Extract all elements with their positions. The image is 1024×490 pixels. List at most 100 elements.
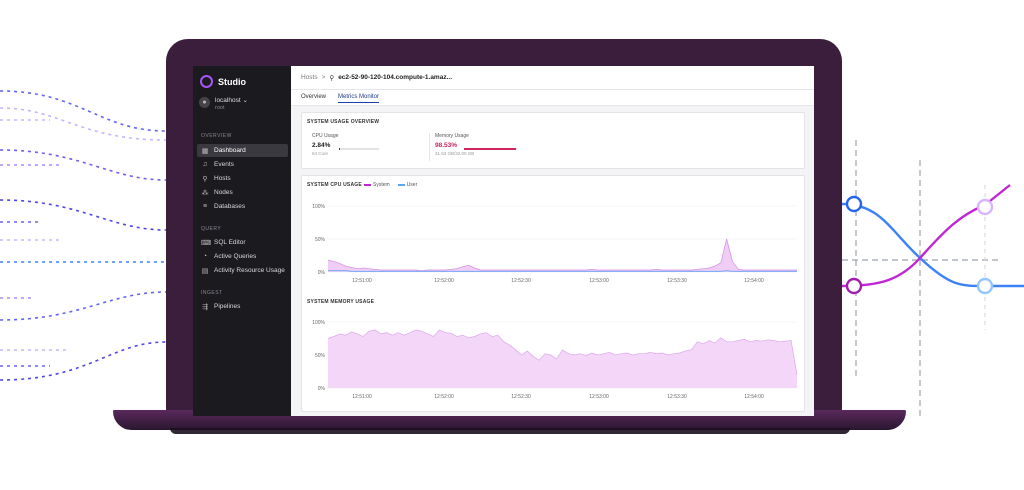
sidebar-item-sql-editor[interactable]: ⌨ SQL Editor bbox=[197, 236, 288, 249]
x-tick-label: 12:53:30 bbox=[667, 394, 687, 400]
sidebar: Studio ● localhost ⌄ root OVERVIEW ▦ Das… bbox=[193, 66, 291, 416]
sidebar-item-label: Nodes bbox=[214, 189, 233, 196]
x-tick-label: 12:54:00 bbox=[744, 278, 764, 284]
section-overview: OVERVIEW bbox=[201, 133, 232, 139]
y-tick-label: 100% bbox=[312, 320, 325, 326]
memory-usage-value: 98.53% bbox=[435, 142, 458, 149]
sidebar-item-label: Dashboard bbox=[214, 147, 246, 154]
gauge-icon: ◔ bbox=[202, 253, 208, 260]
legend-system-swatch bbox=[364, 184, 371, 186]
main-content: Hosts > ⚲ ec2-52-90-120-104.compute-1.am… bbox=[291, 66, 814, 416]
laptop-foot bbox=[170, 428, 850, 434]
memory-usage-bar bbox=[464, 148, 517, 150]
x-tick-label: 12:52:00 bbox=[434, 278, 454, 284]
tab-overview[interactable]: Overview bbox=[301, 94, 327, 100]
x-tick-label: 12:52:00 bbox=[434, 394, 454, 400]
code-icon: ⌨ bbox=[201, 239, 212, 247]
cpu-chart-title: SYSTEM CPU USAGE bbox=[307, 182, 362, 188]
cpu-usage-metric: CPU Usage 2.84% 64 Core bbox=[312, 133, 338, 156]
tab-metrics-monitor[interactable]: Metrics Monitor bbox=[338, 94, 380, 103]
legend-system-label: System bbox=[373, 182, 390, 188]
memory-usage-bar-fill bbox=[464, 148, 517, 150]
breadcrumb-host: ec2-52-90-120-104.compute-1.amaz... bbox=[338, 74, 452, 81]
account-switcher[interactable]: ● localhost ⌄ root bbox=[199, 97, 248, 111]
cpu-chart-legend: System User bbox=[364, 182, 417, 188]
breadcrumb: Hosts > ⚲ ec2-52-90-120-104.compute-1.am… bbox=[291, 66, 814, 90]
sidebar-item-label: Activity Resource Usage bbox=[214, 267, 285, 274]
series-line-0 bbox=[327, 329, 798, 375]
sidebar-item-nodes[interactable]: ⁂ Nodes bbox=[197, 186, 288, 199]
series-area-0 bbox=[328, 329, 797, 388]
account-user: root bbox=[215, 105, 225, 111]
sidebar-item-label: Active Queries bbox=[214, 253, 257, 260]
metrics-charts-card: SYSTEM CPU USAGE System User 100% 50% 0% 12… bbox=[301, 175, 805, 412]
y-tick-label: 100% bbox=[312, 204, 325, 210]
memory-chart-title: SYSTEM MEMORY USAGE bbox=[307, 299, 375, 305]
sidebar-item-events[interactable]: ♫ Events bbox=[197, 158, 288, 171]
section-query: QUERY bbox=[201, 226, 222, 232]
legend-system[interactable]: System bbox=[364, 182, 390, 188]
cpu-usage-label: CPU Usage bbox=[312, 133, 339, 139]
y-tick-label: 50% bbox=[315, 237, 326, 243]
sidebar-item-label: Pipelines bbox=[214, 303, 241, 310]
cpu-usage-chart: 100% 50% 0% 12:51:00 12:52:00 12:52:30 12:53:0… bbox=[312, 204, 797, 284]
app-logo[interactable]: Studio bbox=[200, 75, 246, 88]
legend-user-label: User bbox=[406, 182, 418, 188]
x-tick-label: 12:51:00 bbox=[352, 278, 372, 284]
memory-usage-label: Memory Usage bbox=[435, 133, 469, 139]
sidebar-item-hosts[interactable]: ⚲ Hosts bbox=[197, 172, 288, 185]
memory-usage-chart: 100% 50% 0% 12:51:00 12:52:00 12:52:30 12:53:0… bbox=[312, 320, 798, 400]
metric-divider bbox=[429, 133, 430, 161]
x-tick-label: 12:53:30 bbox=[667, 278, 687, 284]
sidebar-item-label: SQL Editor bbox=[214, 239, 246, 246]
x-tick-label: 12:53:00 bbox=[589, 394, 609, 400]
dashboard-icon: ▦ bbox=[201, 147, 209, 155]
sidebar-item-label: Events bbox=[214, 161, 234, 168]
legend-user[interactable]: User bbox=[397, 182, 418, 188]
breadcrumb-hosts-link[interactable]: Hosts bbox=[301, 74, 318, 81]
bell-icon: ♫ bbox=[202, 161, 208, 168]
host-icon: ⚲ bbox=[329, 74, 335, 82]
x-tick-label: 12:52:30 bbox=[511, 394, 531, 400]
sidebar-item-databases[interactable]: ≡ Databases bbox=[197, 200, 288, 213]
x-tick-label: 12:53:00 bbox=[589, 278, 609, 284]
series-line-1 bbox=[328, 270, 797, 272]
cpu-core-count: 64 Core bbox=[312, 151, 329, 156]
chart-icon: ▤ bbox=[201, 267, 209, 275]
sidebar-item-label: Hosts bbox=[214, 175, 231, 182]
memory-usage-detail: 31.53 GB/32.00 GB bbox=[435, 151, 475, 156]
y-tick-label: 50% bbox=[315, 353, 326, 359]
series-area-0 bbox=[328, 239, 797, 272]
system-usage-overview-card: SYSTEM USAGE OVERVIEW CPU Usage 2.84% 64… bbox=[301, 112, 805, 169]
sidebar-item-label: Databases bbox=[214, 203, 246, 210]
pipeline-icon: ⇶ bbox=[202, 303, 208, 311]
cpu-usage-bar-fill bbox=[339, 148, 341, 150]
section-ingest: INGEST bbox=[201, 290, 223, 296]
sidebar-item-pipelines[interactable]: ⇶ Pipelines bbox=[197, 300, 288, 313]
memory-usage-metric: Memory Usage 98.53% 31.53 GB/32.00 GB bbox=[435, 133, 474, 156]
overview-title: SYSTEM USAGE OVERVIEW bbox=[307, 119, 380, 125]
nodes-icon: ⁂ bbox=[201, 189, 209, 197]
series-line-0 bbox=[327, 238, 797, 272]
breadcrumb-separator: > bbox=[321, 74, 326, 81]
tab-bar: Overview Metrics Monitor bbox=[291, 90, 814, 106]
sidebar-item-active-queries[interactable]: ◔ Active Queries bbox=[197, 250, 288, 263]
cpu-usage-value: 2.84% bbox=[312, 142, 331, 149]
legend-user-swatch bbox=[397, 184, 405, 186]
account-host: localhost bbox=[215, 97, 241, 104]
x-tick-label: 12:54:00 bbox=[744, 394, 764, 400]
person-icon: ⚲ bbox=[202, 175, 208, 183]
sidebar-item-activity-resource-usage[interactable]: ▤ Activity Resource Usage bbox=[197, 264, 288, 277]
logo-icon bbox=[200, 75, 213, 88]
app-window: Studio ● localhost ⌄ root OVERVIEW ▦ Das… bbox=[193, 66, 814, 416]
x-tick-label: 12:52:30 bbox=[511, 278, 531, 284]
x-tick-label: 12:51:00 bbox=[352, 394, 372, 400]
app-name: Studio bbox=[218, 76, 246, 87]
chevron-down-icon: ⌄ bbox=[242, 97, 248, 104]
user-icon: ● bbox=[199, 97, 210, 108]
y-tick-label: 0% bbox=[318, 270, 326, 276]
cpu-usage-bar bbox=[339, 148, 379, 150]
database-icon: ≡ bbox=[202, 203, 208, 210]
sidebar-item-dashboard[interactable]: ▦ Dashboard bbox=[197, 144, 288, 157]
